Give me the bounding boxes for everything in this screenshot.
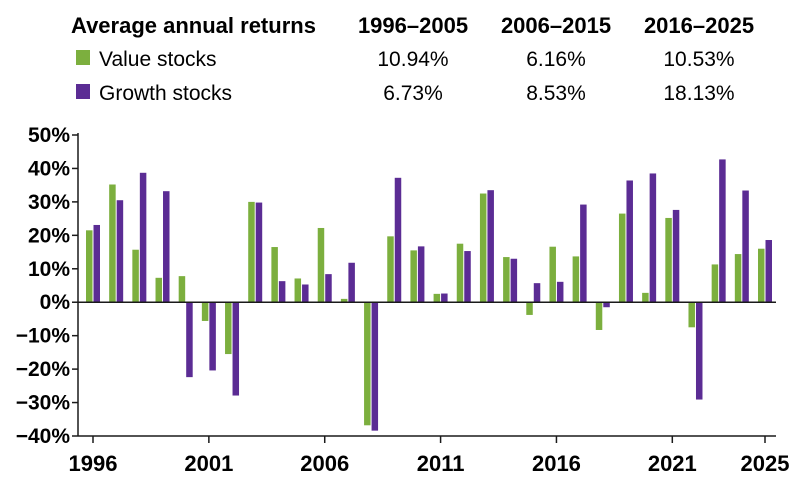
value-bar-2008 [364, 302, 371, 426]
value-bar-2024 [734, 254, 742, 303]
value-bar-2014 [503, 257, 510, 303]
value-bar-1997 [109, 184, 116, 303]
axes [77, 133, 776, 437]
growth-bar-2012 [464, 251, 471, 303]
x-tick-label: 2011 [417, 451, 465, 476]
value-stocks-return-2006-2015: 6.16% [526, 48, 586, 71]
growth-bar-2016 [556, 281, 564, 303]
growth-bar-2010 [417, 246, 425, 303]
value-bar-2011 [433, 293, 441, 303]
y-tick-label: −40% [16, 425, 71, 448]
value-bar-2017 [572, 256, 580, 303]
x-tick-label: 2021 [648, 451, 697, 476]
value-bar-2001 [201, 302, 209, 321]
x-tick-label: 2006 [300, 451, 349, 476]
growth-bar-2020 [649, 173, 657, 303]
growth-bar-2014 [510, 258, 518, 303]
period-header-2016-2025: 2016–2025 [644, 13, 754, 38]
y-tick-label: −10% [16, 325, 71, 348]
value-bar-2020 [642, 292, 649, 303]
growth-bar-2001 [209, 302, 216, 371]
growth-stocks-legend-swatch [76, 84, 90, 99]
growth-stocks-return-2006-2015: 8.53% [526, 82, 586, 105]
value-bar-2019 [618, 213, 626, 303]
growth-bar-2017 [580, 204, 587, 303]
growth-bar-2003 [255, 202, 263, 303]
value-bar-2022 [688, 302, 695, 328]
value-bar-1998 [132, 249, 139, 303]
value-bar-1996 [86, 230, 93, 303]
period-header-2006-2015: 2006–2015 [501, 13, 611, 38]
growth-bar-2023 [719, 159, 726, 303]
y-tick-label: 40% [28, 157, 70, 180]
y-axis-ticks: −40% −30% −20% −10% 0% 10% 20% 30% 40% 50% [16, 124, 78, 448]
growth-bar-2006 [325, 274, 332, 303]
value-bar-1999 [155, 277, 163, 303]
value-bar-2006 [317, 227, 325, 303]
growth-bar-2000 [186, 302, 193, 378]
x-tick-label: 2016 [532, 451, 581, 476]
y-tick-label: −30% [16, 392, 71, 415]
y-tick-label: 10% [28, 258, 70, 281]
value-bar-2000 [178, 276, 186, 303]
growth-stocks-return-2016-2025: 18.13% [663, 82, 734, 105]
y-tick-label: 20% [28, 224, 70, 247]
value-bar-2003 [248, 201, 255, 303]
growth-bar-2018 [603, 302, 610, 308]
growth-bar-2011 [441, 293, 448, 303]
value-bar-2007 [340, 298, 348, 303]
y-tick-label: 50% [28, 124, 70, 147]
period-header-1996-2005: 1996–2005 [358, 13, 468, 38]
value-bar-2009 [387, 236, 394, 303]
value-bar-2018 [595, 302, 603, 330]
value-bar-2004 [271, 247, 278, 303]
value-stocks-label: Value stocks [99, 48, 217, 71]
y-tick-label: −20% [16, 358, 71, 381]
growth-bar-2009 [394, 177, 402, 303]
growth-bar-1997 [116, 200, 124, 303]
bar-marks [86, 159, 772, 431]
growth-bar-2025 [765, 240, 772, 303]
table-title: Average annual returns [71, 13, 316, 38]
y-tick-label: 0% [40, 291, 71, 314]
growth-bar-1999 [163, 191, 170, 303]
value-bar-2015 [526, 302, 533, 315]
value-bar-2016 [549, 246, 556, 303]
x-tick-label: 2025 [741, 451, 790, 476]
x-tick-label: 1996 [69, 451, 118, 476]
growth-bar-2019 [626, 180, 633, 303]
value-bar-2013 [479, 193, 487, 303]
growth-bar-2008 [371, 302, 379, 431]
growth-bar-2007 [348, 262, 355, 303]
value-bar-2012 [456, 243, 464, 303]
growth-stocks-label: Growth stocks [99, 82, 232, 105]
value-stocks-return-1996-2005: 10.94% [377, 48, 448, 71]
growth-bar-2005 [302, 284, 309, 303]
value-bar-2010 [410, 250, 417, 303]
growth-bar-2015 [533, 283, 541, 303]
value-bar-2005 [294, 278, 302, 303]
returns-table: Average annual returns 1996–2005 2006–20… [71, 13, 754, 105]
growth-bar-2004 [278, 281, 286, 303]
value-stocks-return-2016-2025: 10.53% [663, 48, 734, 71]
y-tick-label: 30% [28, 191, 70, 214]
growth-bar-2024 [742, 190, 749, 303]
x-tick-label: 2001 [184, 451, 233, 476]
value-stocks-legend-swatch [76, 50, 90, 65]
value-bar-2021 [665, 217, 672, 303]
x-axis-ticks: 1996 2001 2006 2011 2016 2021 2025 [69, 436, 790, 476]
growth-bar-2002 [232, 302, 240, 396]
value-bar-2025 [758, 248, 765, 303]
growth-stocks-return-1996-2005: 6.73% [383, 82, 443, 105]
growth-bar-1998 [139, 172, 147, 303]
value-bar-2002 [225, 302, 232, 355]
growth-bar-2022 [695, 302, 703, 400]
growth-bar-1996 [93, 224, 100, 303]
value-bar-2023 [711, 264, 719, 303]
growth-bar-2013 [487, 190, 494, 303]
growth-bar-2021 [672, 209, 680, 303]
